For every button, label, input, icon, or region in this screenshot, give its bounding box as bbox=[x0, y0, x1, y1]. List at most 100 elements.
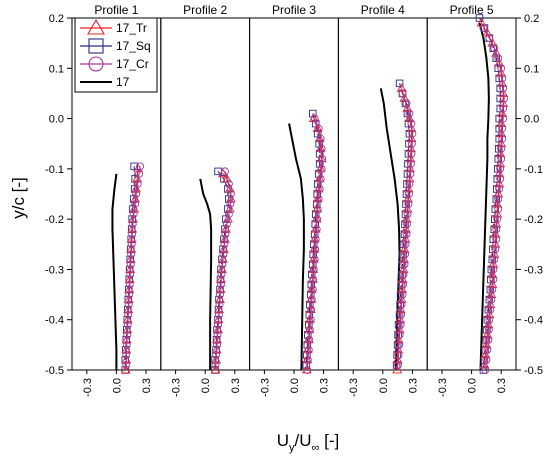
data-point bbox=[497, 144, 506, 153]
data-point bbox=[494, 168, 505, 178]
series-17_Cr bbox=[394, 89, 417, 369]
x-axis-title-tail: [-] bbox=[319, 431, 339, 450]
data-point bbox=[407, 149, 416, 158]
data-point bbox=[313, 215, 322, 224]
data-point bbox=[498, 134, 507, 143]
data-point bbox=[128, 230, 137, 239]
data-point bbox=[396, 320, 405, 329]
x-tick-label: 0.3 bbox=[319, 378, 331, 393]
data-point bbox=[498, 88, 509, 97]
data-point bbox=[305, 310, 314, 319]
y-tick-label-right: 0.1 bbox=[524, 63, 539, 75]
data-point bbox=[307, 295, 316, 304]
data-point bbox=[485, 34, 494, 43]
data-point bbox=[482, 27, 493, 37]
y-tick-label-left: 0.2 bbox=[49, 13, 64, 25]
data-point bbox=[315, 185, 324, 193]
data-point bbox=[496, 118, 507, 127]
data-point bbox=[309, 240, 318, 249]
y-tick-label-right: -0.2 bbox=[524, 214, 543, 226]
data-point bbox=[302, 361, 311, 369]
data-point bbox=[224, 179, 233, 188]
data-point bbox=[128, 220, 137, 229]
data-point bbox=[312, 200, 321, 208]
data-point bbox=[303, 355, 312, 364]
data-point bbox=[397, 310, 406, 319]
series-line bbox=[478, 17, 501, 371]
data-point bbox=[484, 335, 493, 344]
data-point bbox=[214, 320, 222, 329]
axes-layer: -0.5 -0.5 -0.4 -0.4 -0.3 -0.3 -0.2 -0.2 -0.1 -0.1… bbox=[45, 13, 543, 377]
data-point bbox=[317, 164, 326, 173]
data-point bbox=[220, 240, 229, 249]
data-point bbox=[125, 280, 134, 289]
y-tick-label-right: -0.3 bbox=[524, 264, 543, 276]
data-point bbox=[481, 366, 490, 374]
y-tick-label-right: 0.2 bbox=[524, 13, 539, 25]
data-point bbox=[313, 190, 321, 198]
panel-title: Profile 1 bbox=[94, 3, 138, 17]
data-point bbox=[307, 305, 316, 314]
data-point bbox=[494, 195, 503, 203]
y-tick-label-left: -0.5 bbox=[45, 365, 64, 377]
data-point bbox=[120, 364, 131, 374]
panel-4: Profile 4 -0.3 0.0 0.3 bbox=[337, 3, 428, 397]
data-point bbox=[317, 144, 326, 153]
data-point bbox=[497, 64, 506, 73]
y-tick-label-left: -0.2 bbox=[45, 214, 64, 226]
data-point bbox=[316, 134, 325, 143]
data-point bbox=[135, 169, 144, 178]
data-point bbox=[313, 205, 322, 214]
series-line bbox=[306, 118, 323, 371]
data-point bbox=[307, 280, 316, 289]
data-point bbox=[301, 364, 312, 374]
series-17_Cr bbox=[122, 162, 145, 369]
y-tick-label-left: -0.4 bbox=[45, 315, 64, 327]
data-point bbox=[395, 330, 404, 339]
data-point bbox=[399, 280, 407, 289]
data-point bbox=[397, 274, 408, 283]
data-point bbox=[489, 265, 498, 274]
series-17 bbox=[288, 123, 305, 371]
data-point bbox=[404, 200, 413, 209]
data-point bbox=[493, 215, 502, 224]
data-point bbox=[393, 334, 404, 344]
data-point bbox=[395, 314, 406, 324]
data-point bbox=[404, 190, 413, 198]
x-tick-label: 0.3 bbox=[407, 378, 419, 393]
data-point bbox=[126, 270, 135, 279]
data-point bbox=[215, 300, 224, 309]
data-point bbox=[126, 260, 135, 269]
data-point bbox=[496, 174, 505, 183]
series-17_Cr bbox=[303, 114, 327, 374]
data-point bbox=[314, 124, 323, 133]
data-point bbox=[499, 114, 508, 123]
x-tick-label: -0.3 bbox=[171, 378, 183, 397]
data-point bbox=[405, 109, 414, 118]
data-point bbox=[218, 260, 227, 269]
data-point bbox=[500, 94, 509, 103]
data-point bbox=[403, 220, 411, 229]
data-point bbox=[485, 315, 494, 324]
data-point bbox=[403, 210, 412, 219]
data-point bbox=[482, 329, 493, 339]
series-17 bbox=[199, 178, 213, 370]
data-point bbox=[490, 44, 499, 53]
legend-items: 17_Tr 17_Sq 17_Cr 17 bbox=[80, 18, 151, 89]
data-point bbox=[497, 108, 508, 117]
data-point bbox=[124, 310, 133, 319]
data-point bbox=[132, 190, 141, 198]
data-point bbox=[405, 143, 416, 153]
data-point bbox=[488, 285, 497, 294]
data-point bbox=[213, 330, 222, 339]
data-point bbox=[217, 270, 226, 279]
data-point bbox=[224, 183, 235, 193]
data-point bbox=[496, 68, 507, 77]
data-point bbox=[483, 345, 492, 354]
series-17_Tr bbox=[392, 83, 417, 374]
data-point bbox=[122, 350, 131, 359]
x-tick-label: -0.3 bbox=[259, 378, 271, 397]
series-line bbox=[478, 22, 490, 371]
legend-item-17: 17 bbox=[80, 75, 130, 89]
data-point bbox=[392, 354, 403, 364]
